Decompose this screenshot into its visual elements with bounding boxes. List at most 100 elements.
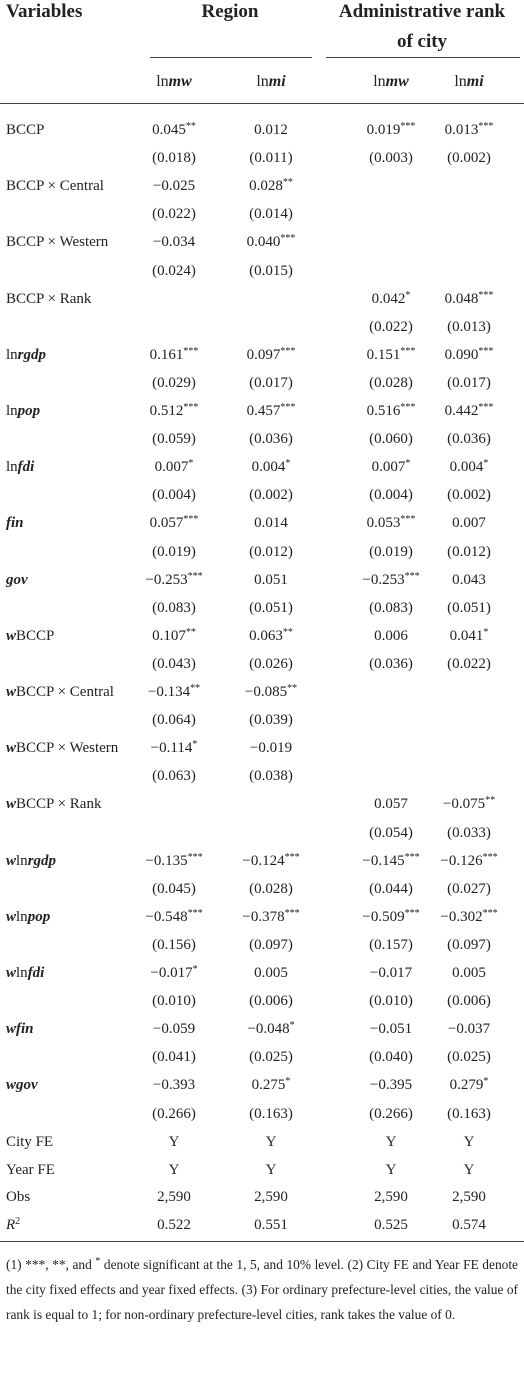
coefficient: −0.019 [250, 738, 292, 758]
coefficient: −0.253*** [362, 570, 419, 590]
row-label: Obs [6, 1187, 30, 1207]
column-header: lnmw [373, 72, 409, 92]
significance: *** [404, 907, 420, 919]
coefficient: −0.017 [370, 963, 412, 983]
coef-value: 0.063 [249, 627, 283, 644]
coefficient: −0.378*** [242, 907, 299, 927]
standard-error: (0.064) [152, 712, 196, 729]
coef-value: 0.014 [254, 515, 288, 532]
summary-value: Y [265, 1134, 277, 1150]
coefficient: 0.107** [152, 626, 196, 646]
text-part: * [95, 1256, 101, 1267]
text-part: BCCP × Rank [16, 796, 102, 813]
coefficient: 0.053*** [367, 513, 416, 533]
row-label: wBCCP × Central [6, 682, 114, 702]
significance: *** [482, 851, 498, 863]
footnote: (1) ***, **, and * denote significant at… [6, 1252, 518, 1327]
coef-value: 0.512 [149, 403, 184, 419]
summary-value: Y [168, 1161, 180, 1178]
coef-value: −0.048 [247, 1021, 290, 1038]
text-part: pop [17, 403, 41, 419]
column-header: lnmi [256, 72, 285, 92]
coef-value: −0.017 [150, 965, 193, 981]
standard-error: (0.028) [249, 880, 293, 897]
coef-value: −0.059 [152, 1021, 196, 1038]
significance: ** [185, 121, 196, 132]
coefficient: 0.043 [452, 570, 486, 590]
significance: *** [478, 121, 494, 132]
row-label: BCCP × Rank [6, 289, 91, 309]
coefficient: −0.124*** [242, 851, 299, 871]
summary-value: 0.525 [374, 1217, 408, 1234]
standard-error: (0.029) [152, 374, 196, 391]
coef-value: 0.457 [246, 403, 281, 419]
coefficient: 0.442*** [445, 401, 494, 421]
text-part: denote significant at the 1, 5, and 10% … [6, 1257, 518, 1322]
standard-error: (0.039) [249, 712, 293, 729]
coef-value: −0.145 [362, 852, 405, 869]
significance: *** [400, 345, 416, 357]
coef-value: 0.007 [452, 515, 486, 532]
significance: *** [187, 851, 203, 863]
coef-value: 0.057 [374, 796, 408, 813]
row-label: Year FE [6, 1160, 55, 1180]
coef-value: 0.019 [366, 122, 401, 138]
standard-error: (0.054) [369, 824, 413, 841]
coefficient: 0.041* [450, 626, 489, 646]
standard-error: (0.014) [249, 206, 293, 223]
row-label: wBCCP × Western [6, 738, 118, 758]
significance: *** [482, 907, 498, 919]
bottom-rule [0, 1241, 524, 1242]
significance: ** [282, 626, 293, 638]
group-rule [326, 57, 520, 58]
standard-error: (0.036) [447, 431, 491, 448]
coefficient: −0.051 [370, 1019, 412, 1039]
coefficient: 0.004* [252, 457, 291, 477]
summary-value: 0.551 [254, 1217, 288, 1234]
standard-error: (0.019) [152, 543, 196, 560]
coefficient: 0.007* [155, 457, 194, 477]
coefficient: −0.393 [153, 1075, 195, 1095]
significance: *** [284, 851, 300, 863]
coefficient: 0.042* [372, 289, 411, 309]
row-label: BCCP [6, 120, 44, 140]
standard-error: (0.003) [369, 150, 413, 167]
significance: *** [183, 345, 199, 357]
text-part: ln [256, 73, 269, 90]
standard-error: (0.004) [369, 487, 413, 504]
text-part: ln [6, 346, 18, 363]
coefficient: −0.025 [153, 176, 195, 196]
significance: *** [280, 233, 296, 245]
coef-value: −0.051 [369, 1021, 413, 1038]
standard-error: (0.266) [152, 1105, 196, 1122]
text-part: BCCP [6, 122, 45, 138]
standard-error: (0.011) [249, 150, 293, 167]
standard-error: (0.012) [249, 543, 293, 560]
coefficient: −0.048* [247, 1019, 294, 1039]
coef-value: 0.097 [246, 346, 281, 363]
coef-value: −0.124 [242, 852, 285, 869]
coefficient: 0.057*** [150, 513, 199, 533]
standard-error: (0.051) [447, 599, 491, 616]
significance: *** [404, 851, 420, 863]
coef-value: −0.393 [152, 1077, 196, 1094]
summary-value: Y [385, 1134, 397, 1150]
standard-error: (0.036) [249, 431, 293, 448]
coefficient: −0.302*** [440, 907, 497, 927]
row-label: lnrgdp [6, 345, 46, 365]
standard-error: (0.063) [152, 768, 196, 785]
coefficient: 0.006 [374, 626, 408, 646]
coefficient: 0.275* [252, 1075, 291, 1095]
significance: ** [282, 177, 293, 189]
coef-value: 0.090 [444, 346, 479, 363]
standard-error: (0.157) [369, 936, 413, 953]
standard-error: (0.025) [447, 1049, 491, 1066]
coef-value: 0.028 [249, 178, 283, 195]
standard-error: (0.038) [249, 768, 293, 785]
standard-error: (0.006) [447, 993, 491, 1010]
row-label: BCCP × Western [6, 232, 108, 252]
standard-error: (0.012) [447, 543, 491, 560]
coef-value: 0.004 [449, 459, 484, 476]
significance: *** [400, 121, 416, 132]
coefficient: 0.161*** [150, 345, 199, 365]
